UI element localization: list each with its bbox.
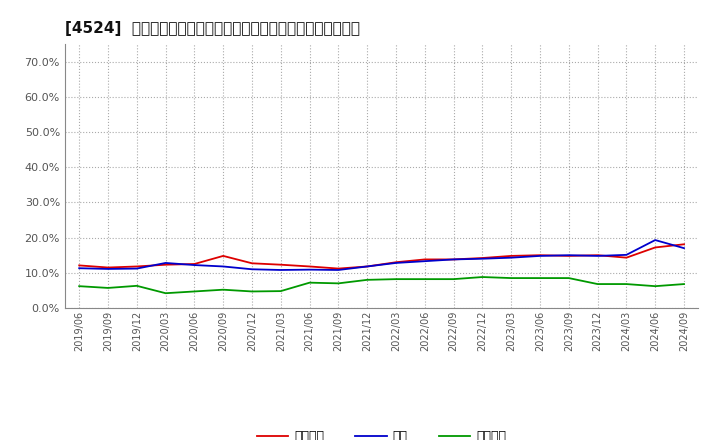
在庫 bbox=[104, 266, 112, 271]
売上債権 bbox=[276, 262, 285, 268]
在庫 bbox=[305, 267, 314, 272]
売上債権 bbox=[449, 257, 458, 262]
売上債権 bbox=[680, 242, 688, 247]
買入債務 bbox=[564, 275, 573, 281]
売上債権 bbox=[305, 264, 314, 269]
買入債務 bbox=[536, 275, 544, 281]
売上債権 bbox=[564, 253, 573, 259]
在庫 bbox=[593, 253, 602, 259]
在庫 bbox=[392, 260, 400, 266]
買入債務 bbox=[104, 285, 112, 290]
Line: 在庫: 在庫 bbox=[79, 240, 684, 270]
売上債権 bbox=[622, 255, 631, 260]
買入債務 bbox=[219, 287, 228, 292]
売上債権 bbox=[363, 264, 372, 269]
在庫 bbox=[75, 266, 84, 271]
在庫 bbox=[507, 255, 516, 260]
売上債権 bbox=[478, 255, 487, 260]
買入債務 bbox=[248, 289, 256, 294]
在庫 bbox=[478, 256, 487, 261]
売上債権 bbox=[334, 266, 343, 271]
売上債権 bbox=[190, 261, 199, 267]
在庫 bbox=[564, 253, 573, 258]
買入債務 bbox=[161, 290, 170, 296]
在庫 bbox=[190, 262, 199, 268]
Line: 売上債権: 売上債権 bbox=[79, 244, 684, 268]
売上債権 bbox=[161, 262, 170, 268]
Line: 買入債務: 買入債務 bbox=[79, 277, 684, 293]
在庫 bbox=[334, 268, 343, 273]
買入債務 bbox=[449, 276, 458, 282]
売上債権 bbox=[104, 265, 112, 270]
売上債権 bbox=[507, 253, 516, 259]
買入債務 bbox=[132, 283, 141, 289]
在庫 bbox=[622, 252, 631, 257]
在庫 bbox=[536, 253, 544, 259]
売上債権 bbox=[219, 253, 228, 259]
在庫 bbox=[420, 259, 429, 264]
買入債務 bbox=[392, 276, 400, 282]
買入債務 bbox=[75, 283, 84, 289]
買入債務 bbox=[680, 282, 688, 287]
売上債権 bbox=[248, 260, 256, 266]
売上債権 bbox=[536, 253, 544, 258]
買入債務 bbox=[190, 289, 199, 294]
買入債務 bbox=[305, 280, 314, 285]
売上債権 bbox=[75, 263, 84, 268]
買入債務 bbox=[651, 283, 660, 289]
在庫 bbox=[363, 264, 372, 269]
在庫 bbox=[651, 238, 660, 243]
買入債務 bbox=[507, 275, 516, 281]
Text: [4524]  売上債権、在庫、買入債務の総資産に対する比率の推移: [4524] 売上債権、在庫、買入債務の総資産に対する比率の推移 bbox=[65, 21, 360, 36]
売上債権 bbox=[420, 257, 429, 262]
買入債務 bbox=[622, 282, 631, 287]
売上債権 bbox=[593, 253, 602, 258]
売上債権 bbox=[132, 264, 141, 269]
買入債務 bbox=[420, 276, 429, 282]
在庫 bbox=[132, 266, 141, 271]
在庫 bbox=[161, 260, 170, 266]
買入債務 bbox=[593, 282, 602, 287]
買入債務 bbox=[334, 281, 343, 286]
在庫 bbox=[219, 264, 228, 269]
売上債権 bbox=[392, 260, 400, 265]
買入債務 bbox=[478, 275, 487, 280]
Legend: 売上債権, 在庫, 買入債務: 売上債権, 在庫, 買入債務 bbox=[251, 425, 512, 440]
在庫 bbox=[449, 257, 458, 262]
売上債権 bbox=[651, 245, 660, 250]
買入債務 bbox=[276, 289, 285, 294]
在庫 bbox=[680, 246, 688, 251]
在庫 bbox=[276, 268, 285, 273]
在庫 bbox=[248, 267, 256, 272]
買入債務 bbox=[363, 277, 372, 282]
